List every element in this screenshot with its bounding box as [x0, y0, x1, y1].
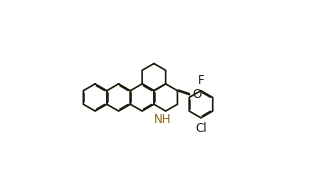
- Text: NH: NH: [154, 113, 171, 126]
- Text: F: F: [198, 73, 204, 87]
- Text: O: O: [192, 88, 201, 101]
- Text: Cl: Cl: [195, 122, 207, 135]
